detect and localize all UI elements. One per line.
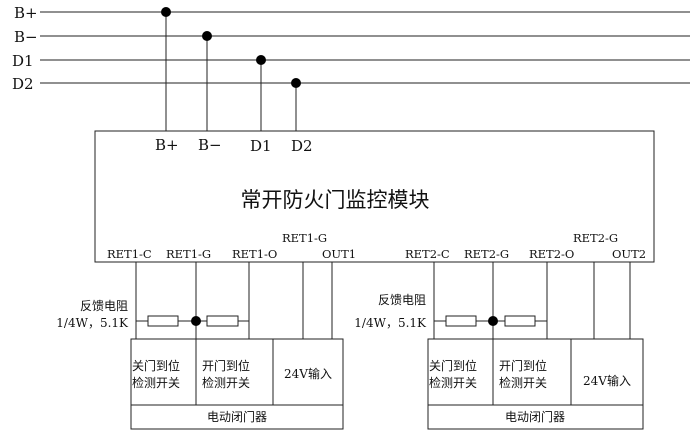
junction-dot bbox=[202, 31, 212, 41]
open-switch-label: 检测开关 bbox=[202, 375, 250, 390]
open-switch-label: 检测开关 bbox=[499, 375, 547, 390]
monitoring-module: B+ B− D1 D2 常开防火门监控模块 bbox=[94, 130, 655, 263]
terminal-label: RET1-O bbox=[232, 247, 277, 261]
terminal-label: OUT2 bbox=[612, 247, 646, 261]
bus-label: B− bbox=[14, 28, 38, 46]
door-closer-box bbox=[130, 338, 344, 430]
close-switch-label: 关门到位 bbox=[429, 358, 477, 373]
power-input-label: 24V输入 bbox=[284, 366, 332, 381]
module-box bbox=[94, 130, 655, 263]
resistor-label: 反馈电阻 bbox=[378, 293, 426, 307]
module-title: 常开防火门监控模块 bbox=[241, 188, 430, 212]
open-switch-label: 开门到位 bbox=[202, 358, 250, 373]
terminal-label: B− bbox=[198, 136, 222, 154]
junction-dot bbox=[191, 316, 201, 326]
terminal-label: RET2-O bbox=[529, 247, 574, 261]
resistor bbox=[147, 315, 179, 327]
terminal-label: RET1-G bbox=[166, 247, 211, 261]
power-input-label: 24V输入 bbox=[583, 373, 631, 388]
close-switch-label: 检测开关 bbox=[429, 375, 477, 390]
close-switch-label: 检测开关 bbox=[132, 375, 180, 390]
bus: B+ B− D1 D2 bbox=[12, 4, 690, 131]
junction-dot bbox=[161, 7, 171, 17]
door-group-1: RET1-C RET1-G RET1-O RET1-G OUT1 反馈电阻 1/… bbox=[56, 231, 356, 430]
bus-label: D1 bbox=[12, 52, 34, 70]
terminal-label: RET2-C bbox=[405, 247, 450, 261]
door-closer-box bbox=[427, 338, 644, 430]
terminal-label: RET1-G bbox=[282, 231, 327, 245]
close-switch-label: 关门到位 bbox=[132, 358, 180, 373]
resistor bbox=[504, 315, 536, 327]
door-closer-name: 电动闭门器 bbox=[505, 409, 565, 424]
resistor-value: 1/4W，5.1K bbox=[56, 316, 129, 330]
terminal-label: OUT1 bbox=[322, 247, 356, 261]
open-switch-label: 开门到位 bbox=[499, 358, 547, 373]
terminal-label: RET1-C bbox=[107, 247, 152, 261]
terminal-label: D1 bbox=[250, 137, 272, 155]
resistor bbox=[206, 315, 239, 327]
bus-label: D2 bbox=[12, 75, 34, 93]
terminal-label: D2 bbox=[291, 137, 313, 155]
door-closer-name: 电动闭门器 bbox=[207, 409, 267, 424]
bus-label: B+ bbox=[14, 4, 38, 22]
resistor-value: 1/4W，5.1K bbox=[354, 316, 427, 330]
resistor-label: 反馈电阻 bbox=[80, 299, 128, 313]
junction-dot bbox=[256, 55, 266, 65]
resistor bbox=[445, 315, 477, 327]
terminal-label: B+ bbox=[155, 136, 179, 154]
junction-dot bbox=[291, 78, 301, 88]
junction-dot bbox=[488, 316, 498, 326]
terminal-label: RET2-G bbox=[573, 231, 618, 245]
terminal-label: RET2-G bbox=[464, 247, 509, 261]
door-group-2: RET2-C RET2-G RET2-O RET2-G OUT2 反馈电阻 1/… bbox=[354, 231, 646, 430]
